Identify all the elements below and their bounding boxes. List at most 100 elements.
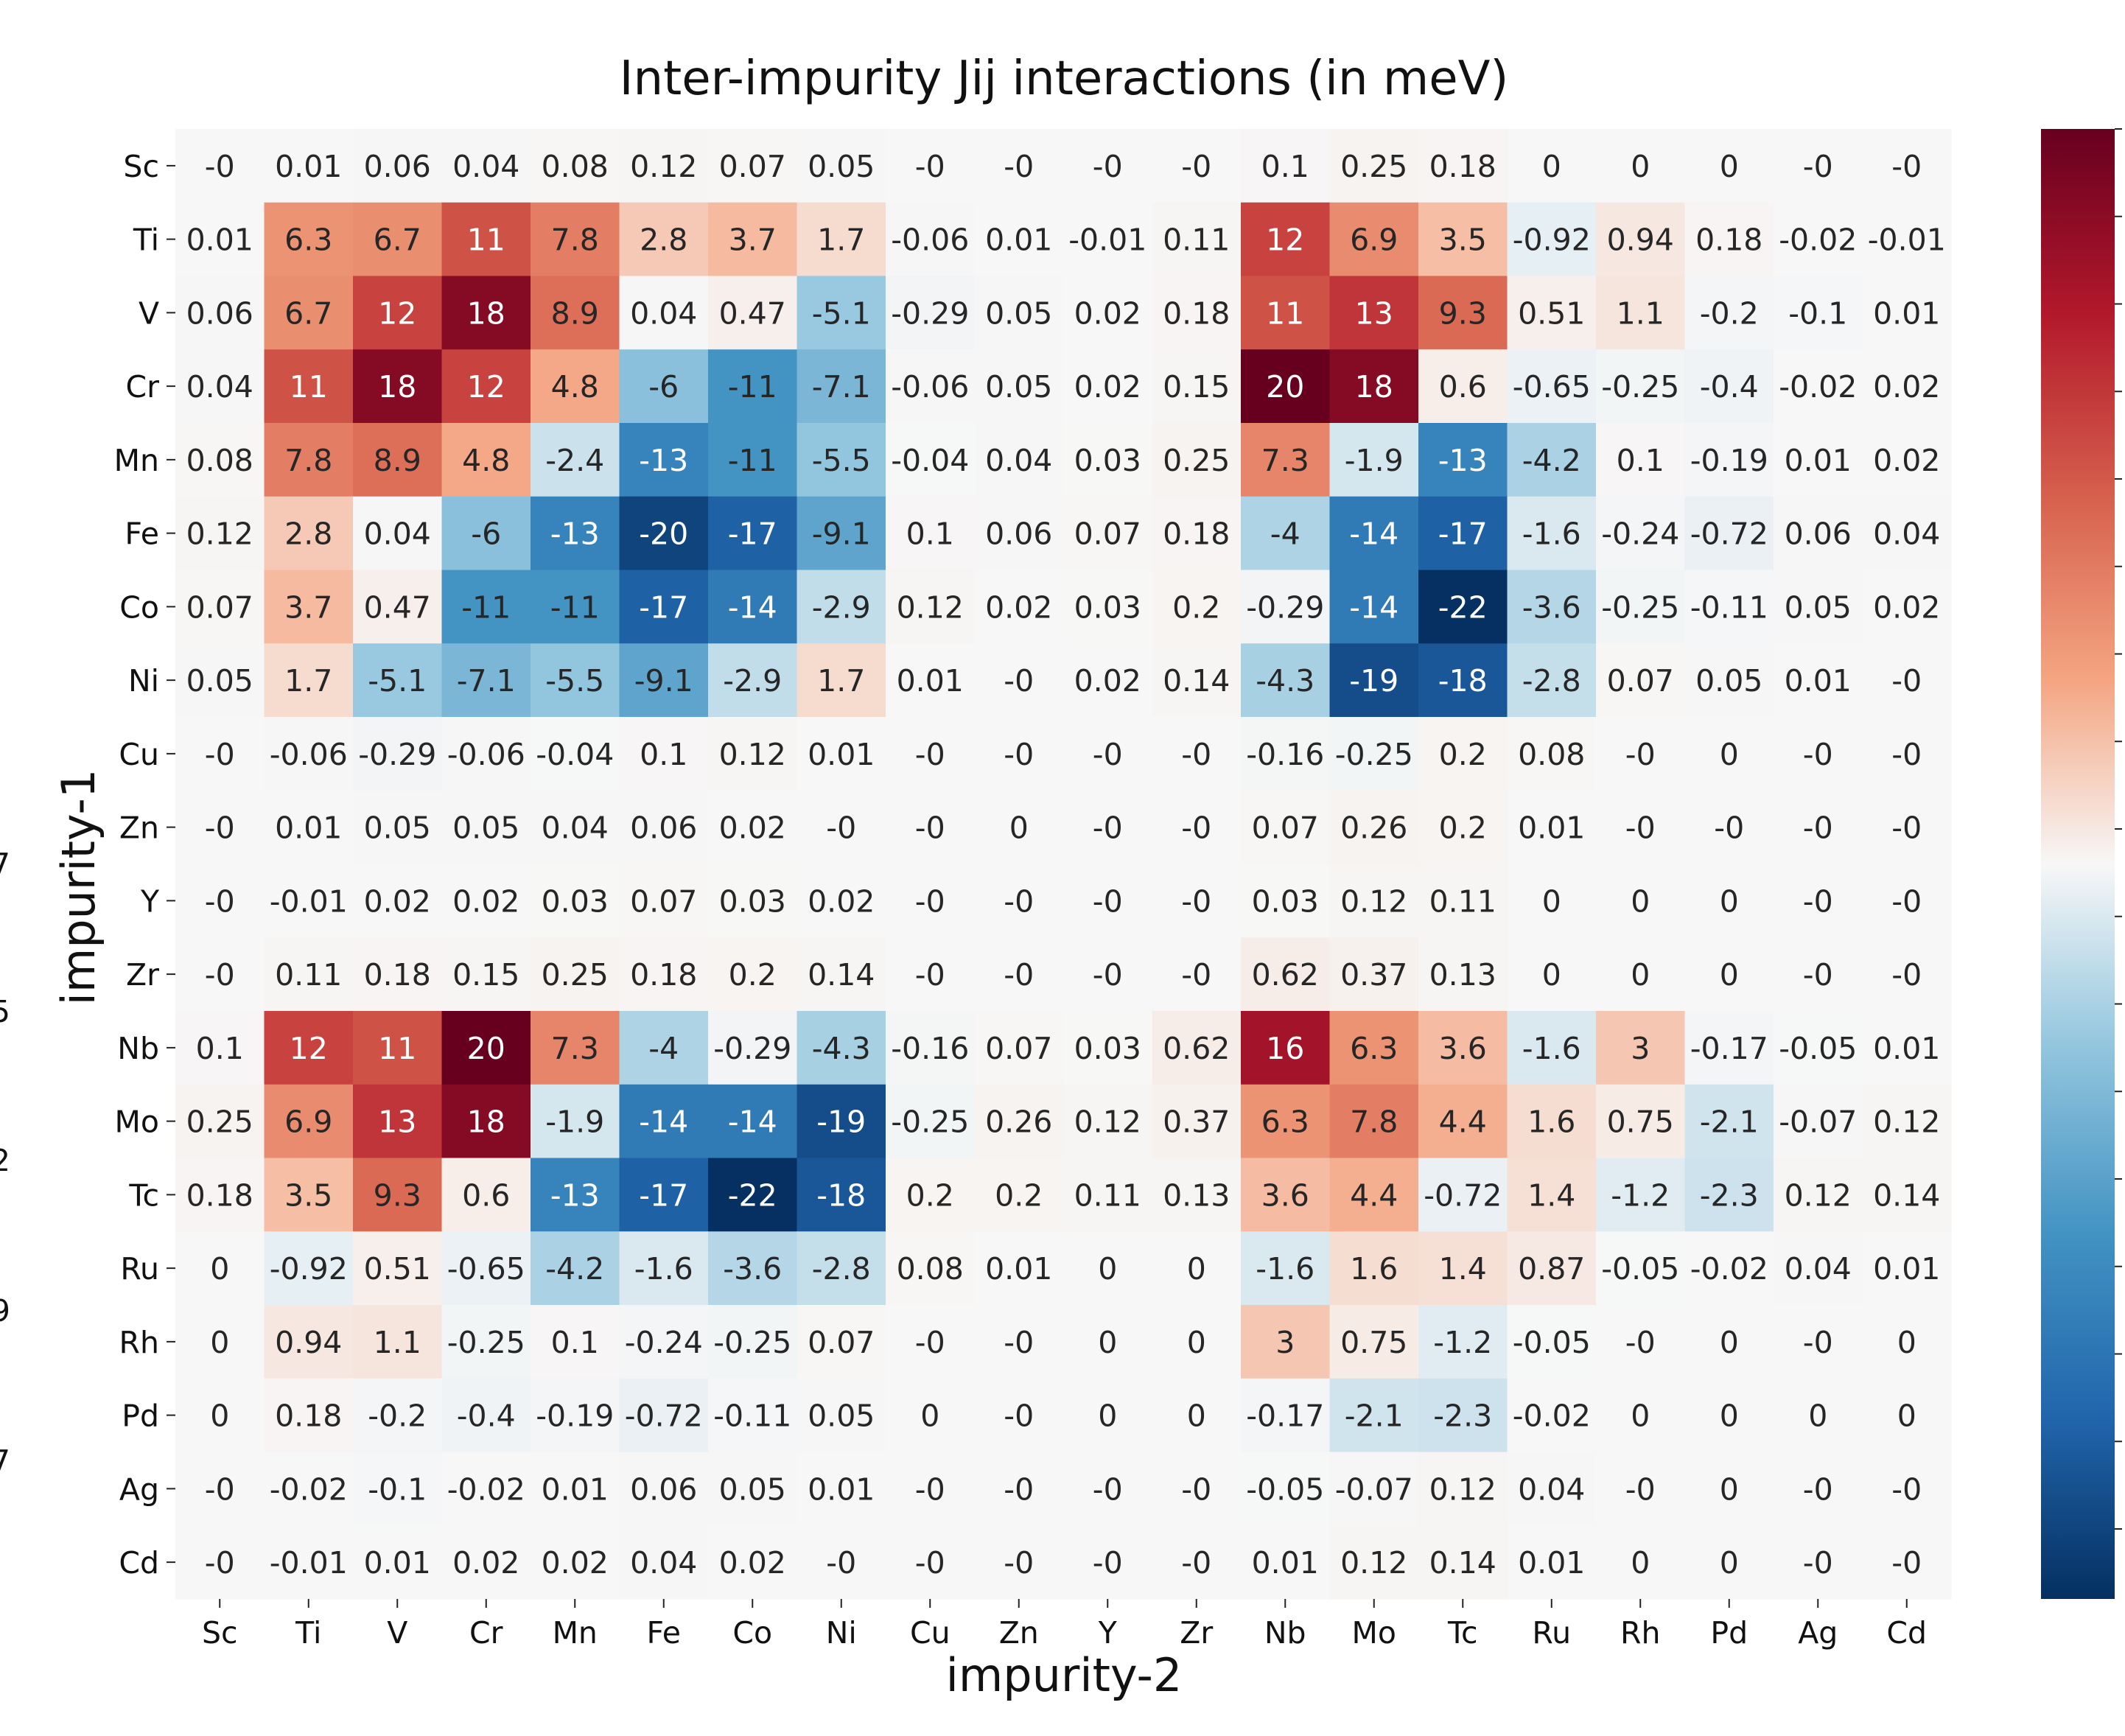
heatmap-cell bbox=[1241, 1525, 1331, 1600]
heatmap-cell bbox=[797, 1158, 886, 1232]
heatmap-cell-label: 0.01 bbox=[364, 1545, 431, 1581]
heatmap-cell bbox=[264, 1158, 354, 1232]
heatmap-cell-label: 0.12 bbox=[897, 589, 964, 625]
heatmap-cell-label: -7.1 bbox=[812, 369, 871, 405]
heatmap-cell-label: 0.75 bbox=[1340, 1325, 1407, 1360]
heatmap-cell-label: -0.01 bbox=[270, 883, 348, 919]
heatmap-cell-label: 9.3 bbox=[1439, 295, 1487, 331]
heatmap-cell-label: 0 bbox=[1631, 1399, 1650, 1434]
heatmap-cell-label: 0.02 bbox=[1873, 589, 1940, 625]
heatmap-cell bbox=[1507, 202, 1597, 277]
heatmap-cell bbox=[175, 202, 265, 277]
heatmap-cell bbox=[1152, 202, 1242, 277]
heatmap-cell bbox=[1774, 570, 1863, 644]
heatmap-cell-label: -0.06 bbox=[270, 737, 348, 772]
heatmap-cell bbox=[353, 423, 443, 497]
colorbar bbox=[2041, 128, 2122, 1599]
heatmap-cell bbox=[1241, 864, 1331, 938]
heatmap-cell-label: 6.3 bbox=[284, 223, 332, 258]
heatmap-cell-label: 0 bbox=[210, 1399, 229, 1434]
heatmap-cell bbox=[797, 570, 886, 644]
heatmap-cell bbox=[531, 1452, 620, 1526]
heatmap-cell bbox=[1329, 570, 1419, 644]
heatmap-cell-label: -2.3 bbox=[1433, 1399, 1492, 1434]
heatmap-cell bbox=[974, 717, 1064, 791]
heatmap-cell bbox=[1152, 423, 1242, 497]
heatmap-cell bbox=[1418, 1084, 1508, 1159]
heatmap-cell-label: 3.7 bbox=[284, 589, 332, 625]
heatmap-cell bbox=[353, 790, 443, 865]
heatmap-cell bbox=[797, 349, 886, 424]
heatmap-cell bbox=[353, 937, 443, 1012]
heatmap-cell-label: 0.26 bbox=[1340, 811, 1407, 846]
heatmap-cell-label: -11 bbox=[550, 589, 600, 625]
x-tick-label: Rh bbox=[1620, 1615, 1660, 1651]
heatmap-cell bbox=[1418, 717, 1508, 791]
heatmap-cell bbox=[1684, 570, 1774, 644]
heatmap-cell-label: 0 bbox=[1631, 1545, 1650, 1581]
heatmap-cell-label: -0.92 bbox=[1513, 223, 1591, 258]
heatmap-cell-label: 0.11 bbox=[1074, 1177, 1141, 1213]
heatmap-cell bbox=[441, 790, 531, 865]
heatmap-cell-label: 0 bbox=[1897, 1325, 1916, 1360]
heatmap-cell bbox=[708, 1452, 798, 1526]
heatmap-cell bbox=[797, 276, 886, 350]
heatmap-cell-label: 0.12 bbox=[1074, 1105, 1141, 1140]
heatmap-cell-label: 0.08 bbox=[186, 443, 253, 478]
heatmap-cell bbox=[1329, 423, 1419, 497]
heatmap-cell bbox=[886, 349, 976, 424]
heatmap-cell-label: 0 bbox=[1720, 957, 1739, 993]
heatmap-cell bbox=[1152, 790, 1242, 865]
heatmap-cell bbox=[797, 1452, 886, 1526]
heatmap-cell-label: 0.06 bbox=[985, 517, 1052, 552]
heatmap-cell bbox=[886, 937, 976, 1012]
heatmap-cell-label: -2.8 bbox=[1522, 663, 1581, 699]
heatmap-cell-label: -0 bbox=[1181, 957, 1211, 993]
heatmap-cell bbox=[264, 1525, 354, 1600]
heatmap-cell-label: 8.9 bbox=[374, 443, 421, 478]
heatmap-cell-label: -13 bbox=[639, 443, 688, 478]
heatmap-cell-label: 0.12 bbox=[1340, 883, 1407, 919]
heatmap-cell bbox=[1152, 1084, 1242, 1159]
heatmap-cell bbox=[264, 570, 354, 644]
x-tick-label: Zr bbox=[1180, 1615, 1213, 1651]
heatmap-cell bbox=[1418, 937, 1508, 1012]
heatmap-cell bbox=[619, 423, 709, 497]
heatmap-cell bbox=[886, 423, 976, 497]
heatmap-cell-label: 0 bbox=[1720, 883, 1739, 919]
heatmap-cell bbox=[1507, 717, 1597, 791]
heatmap-cell bbox=[1329, 276, 1419, 350]
heatmap-cell bbox=[1684, 937, 1774, 1012]
heatmap-cell bbox=[1063, 129, 1153, 203]
x-tick-label: Fe bbox=[646, 1615, 681, 1651]
heatmap-cell-label: 7.3 bbox=[551, 1031, 599, 1066]
heatmap-cell bbox=[1329, 202, 1419, 277]
heatmap-cell-label: 0.2 bbox=[906, 1177, 954, 1213]
heatmap-cell-label: -3.6 bbox=[1522, 589, 1581, 625]
heatmap-cell bbox=[1684, 864, 1774, 938]
heatmap-cell-label: -1.6 bbox=[1522, 517, 1581, 552]
heatmap-cell-label: -0 bbox=[1891, 1545, 1922, 1581]
y-tick-label: Nb bbox=[117, 1031, 159, 1066]
heatmap-cell-label: -0.25 bbox=[713, 1325, 791, 1360]
heatmap-cell bbox=[797, 1231, 886, 1306]
heatmap-cell-label: -0.24 bbox=[625, 1325, 703, 1360]
heatmap-cell bbox=[441, 1158, 531, 1232]
heatmap-cell-label: -1.6 bbox=[1522, 1031, 1581, 1066]
heatmap-cell-label: -0.06 bbox=[447, 737, 525, 772]
y-tick-label: Zn bbox=[119, 811, 159, 846]
heatmap-cell bbox=[1241, 496, 1331, 571]
heatmap-cell bbox=[1329, 864, 1419, 938]
heatmap-cell-label: 0.04 bbox=[1518, 1471, 1585, 1507]
heatmap-cell-label: -0 bbox=[1803, 883, 1833, 919]
heatmap-cell-label: 0.06 bbox=[630, 811, 697, 846]
heatmap-cell-label: 1.6 bbox=[1350, 1251, 1398, 1287]
heatmap-cell-label: 0.07 bbox=[985, 1031, 1052, 1066]
heatmap-cell bbox=[797, 1084, 886, 1159]
heatmap-cell-label: -0.72 bbox=[1424, 1177, 1502, 1213]
heatmap-cell bbox=[708, 202, 798, 277]
heatmap-cell bbox=[1596, 717, 1686, 791]
heatmap-cell-label: 0.75 bbox=[1607, 1105, 1674, 1140]
heatmap-cell bbox=[708, 570, 798, 644]
heatmap-cell bbox=[1152, 129, 1242, 203]
